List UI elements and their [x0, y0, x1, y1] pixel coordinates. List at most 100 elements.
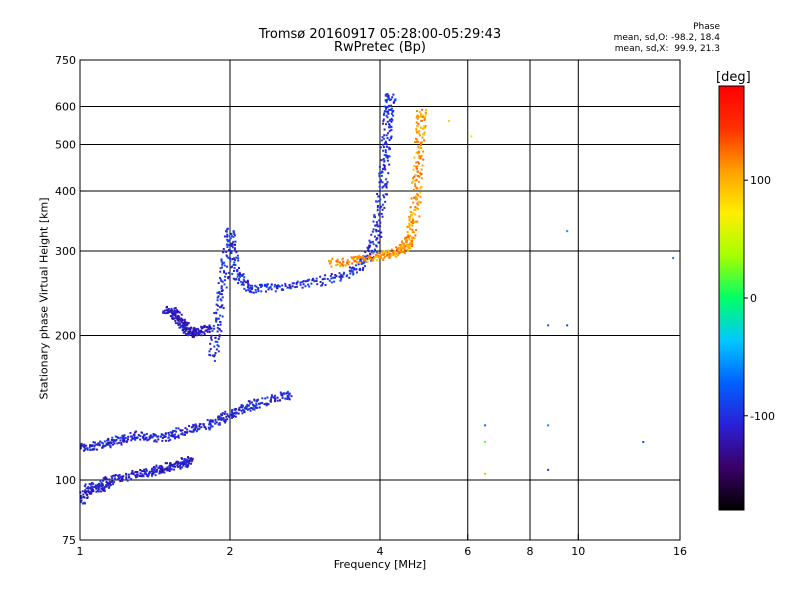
data-point [407, 243, 410, 246]
data-point [116, 442, 119, 445]
data-point [386, 116, 389, 119]
data-point [163, 311, 166, 314]
data-point [390, 137, 393, 140]
data-point [169, 309, 172, 312]
data-point [210, 338, 213, 341]
data-point [275, 285, 278, 288]
data-point [244, 405, 247, 408]
data-point [383, 250, 386, 253]
data-point [213, 355, 216, 358]
data-point [381, 215, 384, 218]
data-point [301, 280, 304, 283]
data-point [378, 185, 381, 188]
data-point [405, 243, 408, 246]
data-point [175, 309, 178, 312]
data-point [348, 269, 351, 272]
data-point [215, 320, 218, 323]
data-point [386, 253, 389, 256]
data-point [218, 328, 221, 331]
data-point [368, 246, 371, 249]
data-point [237, 282, 240, 285]
data-point [90, 485, 93, 488]
data-point [420, 141, 423, 144]
data-point [186, 323, 189, 326]
data-point [226, 413, 229, 416]
data-point [171, 316, 174, 319]
data-point [413, 165, 416, 168]
data-point [281, 284, 284, 287]
data-point [419, 195, 422, 198]
data-point [82, 444, 85, 447]
data-point [257, 290, 260, 293]
data-point [211, 354, 214, 357]
data-point [177, 434, 180, 437]
data-point [194, 329, 197, 332]
data-point [235, 256, 238, 259]
data-point [407, 222, 410, 225]
data-point [364, 255, 367, 258]
data-point [232, 277, 235, 280]
data-point [388, 254, 391, 257]
data-point [349, 272, 352, 275]
data-point [397, 250, 400, 253]
data-point [390, 109, 393, 112]
data-point [171, 435, 174, 438]
data-point [271, 395, 274, 398]
data-point [157, 467, 160, 470]
data-point [419, 113, 422, 116]
data-point [274, 394, 277, 397]
data-point [167, 436, 170, 439]
data-point [119, 439, 122, 442]
data-point [227, 271, 230, 274]
data-point [418, 156, 421, 159]
data-point [109, 441, 112, 444]
data-point [412, 222, 415, 225]
data-point [205, 329, 208, 332]
data-point [140, 431, 143, 434]
data-point [404, 245, 407, 248]
data-point [173, 468, 176, 471]
data-point [399, 250, 402, 253]
data-point [180, 461, 183, 464]
data-point [145, 468, 148, 471]
data-point [174, 433, 177, 436]
data-point [415, 206, 418, 209]
data-point [362, 257, 365, 260]
data-point [204, 426, 207, 429]
data-point [79, 500, 82, 503]
data-point [367, 248, 370, 251]
data-point [174, 307, 177, 310]
data-point [192, 333, 195, 336]
data-point [161, 439, 164, 442]
data-point [386, 159, 389, 162]
data-point [216, 291, 219, 294]
data-point [402, 246, 405, 249]
data-point [102, 444, 105, 447]
data-point [116, 436, 119, 439]
data-point [310, 282, 313, 285]
data-point [166, 305, 169, 308]
data-point [155, 470, 158, 473]
data-point [387, 112, 390, 115]
data-point [171, 311, 174, 314]
data-point [226, 265, 229, 268]
data-point [387, 105, 390, 108]
data-point [220, 259, 223, 262]
data-point [159, 471, 162, 474]
data-point [308, 278, 311, 281]
data-point [131, 471, 134, 474]
data-point [209, 419, 212, 422]
data-point [221, 280, 224, 283]
data-point [385, 114, 388, 117]
data-point [408, 217, 411, 220]
data-point [211, 420, 214, 423]
data-point [221, 418, 224, 421]
data-point [182, 331, 185, 334]
data-point [385, 178, 388, 181]
data-point [184, 332, 187, 335]
data-point [313, 280, 316, 283]
data-point [110, 438, 113, 441]
data-point [224, 418, 227, 421]
data-point [416, 165, 419, 168]
data-point [214, 418, 217, 421]
